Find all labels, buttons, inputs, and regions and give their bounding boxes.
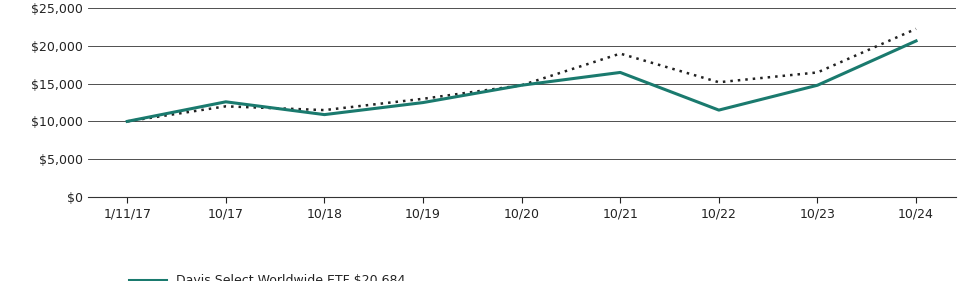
Legend: Davis Select Worldwide ETF $20,684, MSCI ACWI $22,291: Davis Select Worldwide ETF $20,684, MSCI…	[129, 275, 406, 281]
MSCI ACWI $22,291	[121, 120, 133, 123]
Davis Select Worldwide ETF $20,684	[811, 83, 823, 87]
Davis Select Worldwide ETF $20,684	[121, 120, 133, 123]
Davis Select Worldwide ETF $20,684	[614, 71, 626, 74]
MSCI ACWI $22,291	[417, 97, 429, 101]
Davis Select Worldwide ETF $20,684	[713, 108, 724, 112]
Davis Select Worldwide ETF $20,684	[220, 100, 232, 103]
MSCI ACWI $22,291	[319, 108, 331, 112]
Davis Select Worldwide ETF $20,684	[417, 101, 429, 104]
Davis Select Worldwide ETF $20,684	[516, 83, 527, 87]
MSCI ACWI $22,291	[811, 71, 823, 74]
MSCI ACWI $22,291	[516, 83, 527, 87]
Davis Select Worldwide ETF $20,684	[911, 39, 922, 43]
Line: Davis Select Worldwide ETF $20,684: Davis Select Worldwide ETF $20,684	[127, 41, 916, 121]
Davis Select Worldwide ETF $20,684	[319, 113, 331, 116]
MSCI ACWI $22,291	[713, 81, 724, 84]
MSCI ACWI $22,291	[220, 105, 232, 108]
MSCI ACWI $22,291	[614, 52, 626, 55]
Line: MSCI ACWI $22,291: MSCI ACWI $22,291	[127, 29, 916, 121]
MSCI ACWI $22,291	[911, 27, 922, 31]
